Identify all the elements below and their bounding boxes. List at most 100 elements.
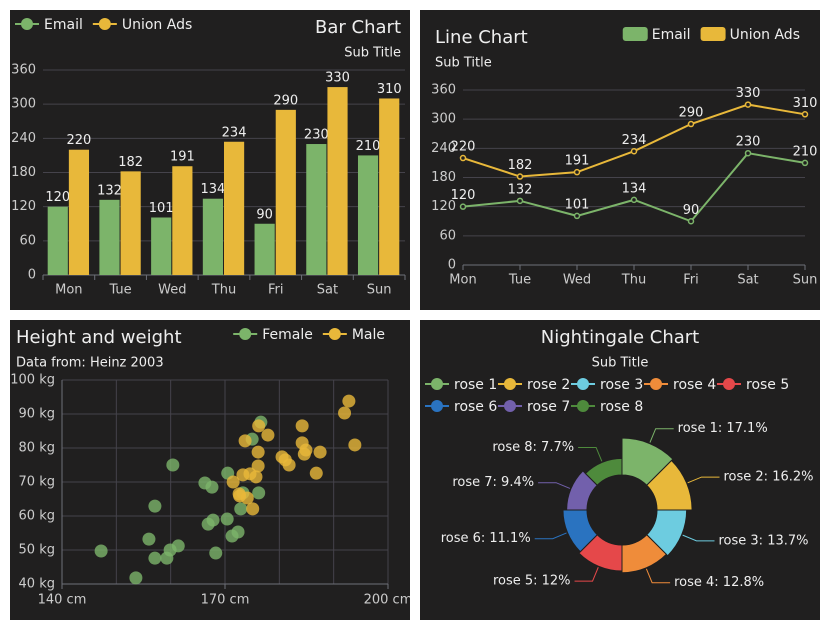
data-label: 191 xyxy=(170,150,195,165)
point xyxy=(233,489,247,503)
x-tick-label: Sat xyxy=(737,273,758,288)
bar xyxy=(202,198,223,275)
bar xyxy=(306,144,327,275)
y-tick-label: 60 xyxy=(439,228,456,243)
bar xyxy=(357,155,379,275)
legend-icon xyxy=(431,378,443,390)
point xyxy=(282,458,296,472)
leader-line xyxy=(534,532,567,540)
bar xyxy=(47,206,68,275)
point xyxy=(238,434,252,448)
legend-item: rose 1 xyxy=(425,377,497,393)
point xyxy=(251,445,265,459)
x-tick-label: Mon xyxy=(55,283,82,298)
data-label: 220 xyxy=(451,140,476,155)
leader-line xyxy=(687,476,720,484)
bar xyxy=(254,223,275,275)
point xyxy=(309,466,323,480)
x-tick-label: 200 cm xyxy=(364,593,413,608)
x-tick-label: Sun xyxy=(367,283,392,298)
point xyxy=(252,419,266,433)
rose-slice xyxy=(621,437,674,486)
data-label: 230 xyxy=(736,135,761,150)
rose-slice xyxy=(584,457,623,486)
point xyxy=(148,499,162,513)
point xyxy=(206,513,220,527)
legend-item: Male xyxy=(322,327,385,343)
x-tick-label: 140 cm xyxy=(38,593,87,608)
x-tick-label: Sat xyxy=(317,283,338,298)
data-label: 290 xyxy=(679,106,704,121)
slice-label: rose 5: 12% xyxy=(493,574,571,589)
legend-icon xyxy=(577,400,589,412)
legend-item: rose 7 xyxy=(498,399,570,415)
data-label: 182 xyxy=(118,155,143,170)
point xyxy=(630,196,638,204)
legend-item: Female xyxy=(233,327,313,343)
x-tick-label: Fri xyxy=(683,273,699,288)
point xyxy=(220,512,234,526)
data-label: 310 xyxy=(793,96,818,111)
y-tick-label: 40 kg xyxy=(19,577,55,592)
y-tick-label: 0 xyxy=(28,268,36,283)
bar xyxy=(275,109,296,275)
y-tick-label: 70 kg xyxy=(19,475,55,490)
legend-label: rose 4 xyxy=(673,377,716,393)
point xyxy=(299,443,313,457)
point xyxy=(166,458,180,472)
data-label: 101 xyxy=(565,197,590,212)
chart-panel: Bar Chart Sub Title 0 60 120 180 240 300 360 Mon 1… xyxy=(10,10,410,310)
y-tick-label: 0 xyxy=(448,258,456,273)
point xyxy=(516,197,524,205)
legend-item: rose 6 xyxy=(425,399,497,415)
slice-label: rose 2: 16.2% xyxy=(724,470,814,485)
x-tick-label: Thu xyxy=(211,283,236,298)
leader-line xyxy=(538,482,571,489)
point xyxy=(687,120,695,128)
y-tick-label: 50 kg xyxy=(19,543,55,558)
bar xyxy=(68,149,90,275)
bar xyxy=(224,141,245,275)
legend-item: rose 5 xyxy=(717,377,789,393)
chart-subtitle: Sub Title xyxy=(344,46,401,61)
x-tick-label: Sun xyxy=(793,273,818,288)
data-label: 132 xyxy=(508,182,533,197)
point xyxy=(313,445,327,459)
legend-label: Email xyxy=(652,27,691,43)
slice-label: rose 1: 17.1% xyxy=(678,421,768,436)
data-label: 220 xyxy=(67,133,92,148)
data-label: 191 xyxy=(565,154,590,169)
rose-slice xyxy=(578,534,623,572)
legend-icon xyxy=(622,27,648,41)
data-label: 101 xyxy=(149,201,174,216)
chart-title: Line Chart xyxy=(435,27,528,48)
slice-label: rose 3: 13.7% xyxy=(719,533,809,548)
y-tick-label: 240 xyxy=(11,131,36,146)
point xyxy=(148,551,162,565)
legend-item: rose 4 xyxy=(644,377,716,393)
point xyxy=(342,394,356,408)
chart-panel: Height and weight Data from: Heinz 2003 40… xyxy=(10,320,413,620)
x-tick-label: Wed xyxy=(158,283,186,298)
legend-icon xyxy=(328,328,341,340)
legend-icon xyxy=(700,27,726,41)
point xyxy=(801,159,809,167)
legend-icon xyxy=(431,400,443,412)
legend-item: rose 2 xyxy=(498,377,570,393)
y-tick-label: 300 xyxy=(431,112,456,127)
data-label: 90 xyxy=(683,203,700,218)
point xyxy=(234,502,248,516)
legend: Email Union Ads xyxy=(15,17,192,33)
y-tick-label: 80 kg xyxy=(19,441,55,456)
y-tick-label: 120 xyxy=(431,199,456,214)
data-label: 210 xyxy=(356,139,381,154)
legend-icon xyxy=(650,378,662,390)
chart-title: Nightingale Chart xyxy=(541,327,699,348)
x-tick-label: Thu xyxy=(621,273,646,288)
data-label: 210 xyxy=(793,144,818,159)
rose-slice xyxy=(566,470,598,511)
rose-slice xyxy=(562,509,598,553)
leader-line xyxy=(645,568,671,584)
chart-title: Height and weight xyxy=(16,327,182,348)
x-tick-label: 170 cm xyxy=(201,593,250,608)
